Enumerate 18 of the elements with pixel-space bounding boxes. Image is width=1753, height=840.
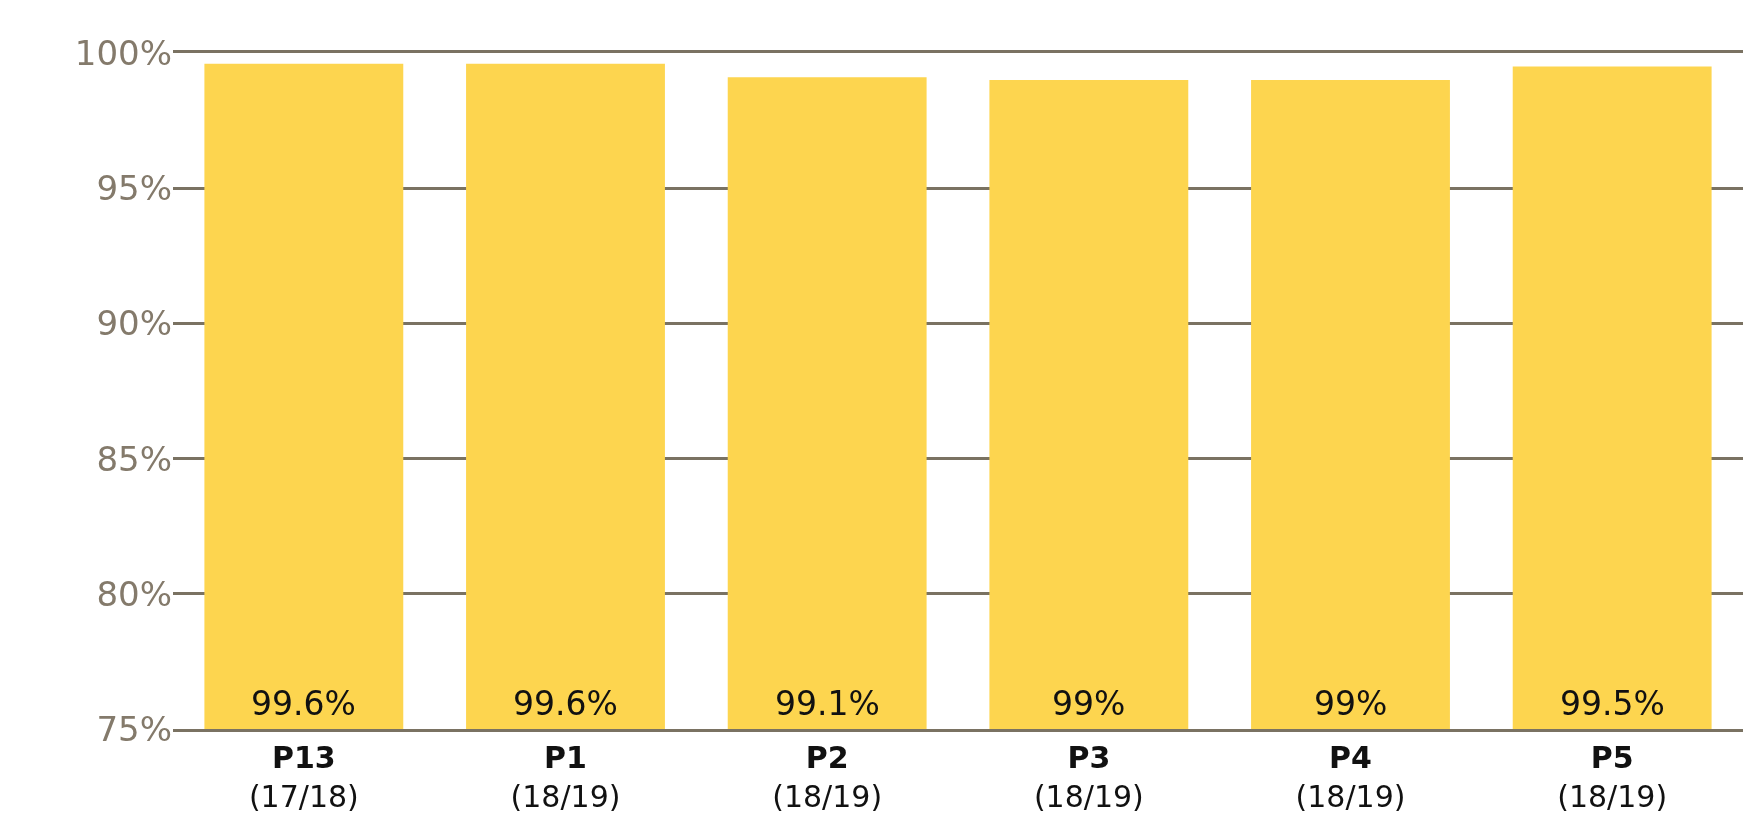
data-label: 99.6% (251, 684, 356, 723)
y-tick-label: 100% (74, 32, 172, 73)
x-tick-label: P3 (18/19) (1033, 740, 1144, 814)
data-label: 99% (1052, 684, 1126, 723)
x-tick-label: P1 (18/19) (510, 740, 621, 814)
x-tick-label: P5 (18/19) (1557, 740, 1668, 814)
y-tick-label: 85% (96, 438, 172, 479)
y-tick-label: 90% (96, 303, 172, 344)
x-tick-label: P4 (18/19) (1295, 740, 1406, 814)
x-tick-label: P13 (17/18) (248, 740, 359, 814)
data-label: 99.5% (1560, 684, 1665, 723)
y-tick-label: 80% (96, 573, 172, 614)
data-label: 99% (1314, 684, 1388, 723)
data-label: 99.6% (513, 684, 618, 723)
data-label: 99.1% (775, 684, 880, 723)
y-tick-label: 95% (96, 168, 172, 209)
y-tick-label: 75% (96, 708, 172, 749)
x-tick-label: P2 (18/19) (772, 740, 883, 814)
